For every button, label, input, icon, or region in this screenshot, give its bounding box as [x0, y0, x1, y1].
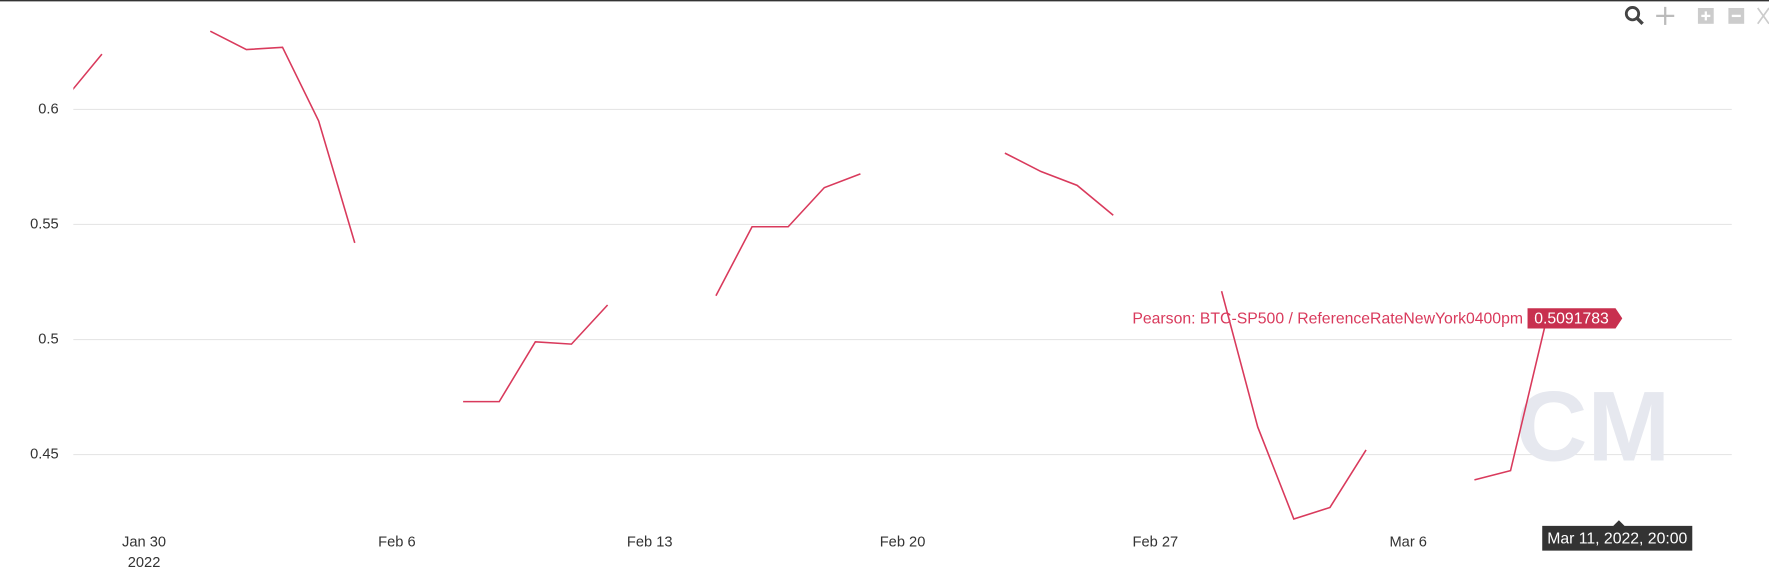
x-tick-label: Feb 27: [1133, 535, 1179, 551]
x-tick-label: Feb 20: [880, 535, 926, 551]
value-label-box: [1527, 308, 1623, 329]
zoom-out-button[interactable]: [1728, 8, 1745, 24]
zoom-button[interactable]: [1624, 6, 1644, 25]
series-line: [73, 30, 1619, 520]
y-tick-label: 0.5: [38, 331, 58, 347]
watermark: CM: [1516, 372, 1670, 483]
reset-button[interactable]: [1757, 7, 1769, 25]
zoom-in-button[interactable]: [1697, 8, 1714, 24]
y-tick-label: 0.45: [30, 446, 59, 462]
x-tick-label: Feb 13: [627, 535, 673, 551]
series-label: Pearson: BTC-SP500 / ReferenceRateNewYor…: [1132, 311, 1523, 328]
pan-button[interactable]: [1656, 6, 1675, 25]
x-tick-label: Feb 6: [378, 535, 415, 551]
x-tick-year: 2022: [128, 555, 161, 571]
x-tick-label: Jan 30: [122, 535, 166, 551]
x-hover-box: [1542, 520, 1693, 551]
value-label: 0.5091783: [1534, 311, 1609, 328]
x-tick-label: Mar 6: [1389, 535, 1426, 551]
x-hover-label: Mar 11, 2022, 20:00: [1547, 531, 1687, 548]
toolbar: [1624, 6, 1769, 25]
plot-area: [73, 30, 1619, 520]
y-tick-label: 0.6: [38, 101, 58, 117]
y-tick-label: 0.55: [30, 216, 59, 232]
